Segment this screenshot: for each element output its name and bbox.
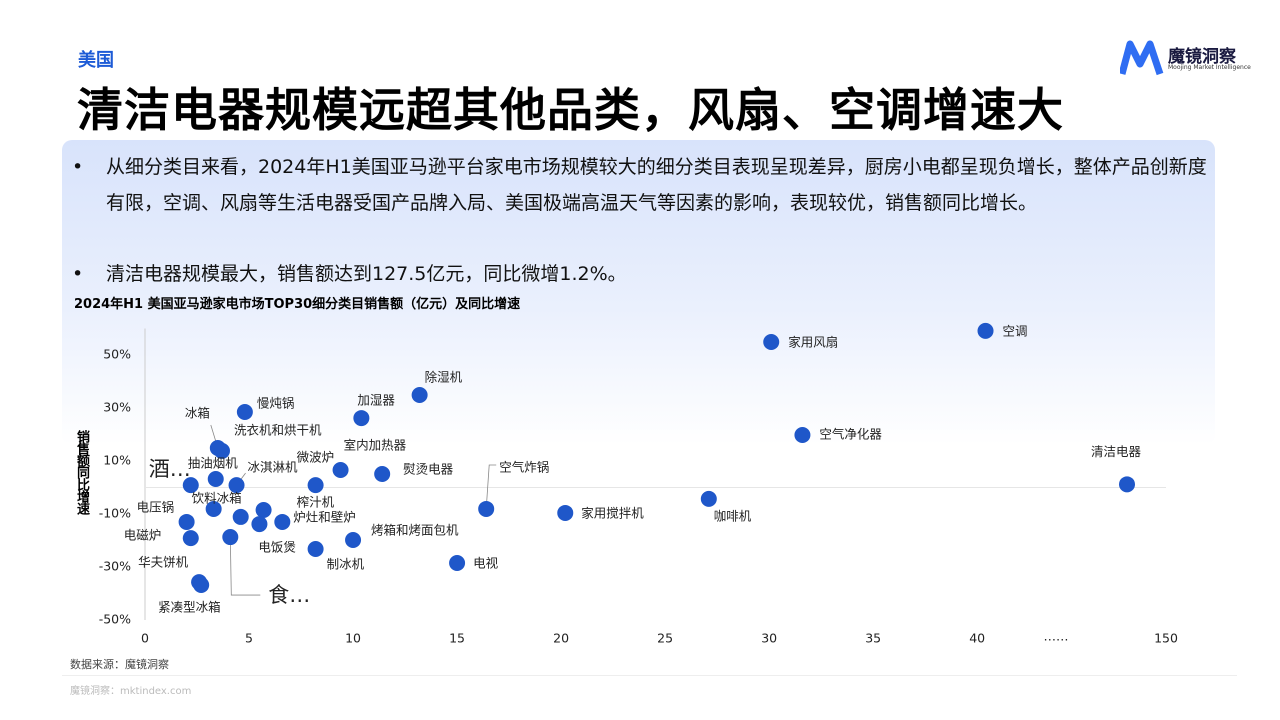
point-label: 食… [268, 583, 310, 607]
point-label: 家用风扇 [788, 335, 838, 350]
bullet: • 清洁电器规模最大，销售额达到127.5亿元，同比微增1.2%。 [72, 257, 1212, 293]
point [307, 540, 324, 557]
point-label: 电视 [473, 556, 499, 571]
leader-line [229, 537, 261, 596]
region-tag: 美国 [78, 50, 114, 71]
point-label: 电磁炉 [124, 528, 162, 543]
point [700, 490, 717, 507]
point-label: 抽油烟机 [188, 456, 239, 471]
x-tick-label: 30 [761, 631, 777, 646]
point-label: 空调 [1003, 323, 1028, 338]
leader-line [485, 464, 497, 509]
panel [62, 140, 1215, 445]
x-tick-label: 40 [969, 631, 985, 646]
y-tick-label: -30% [99, 559, 131, 574]
x-tick-label: 10 [345, 631, 361, 646]
point-label: 电压锅 [137, 499, 175, 514]
y-tick-label: 30% [103, 400, 131, 415]
y-tick-label: 10% [103, 453, 131, 468]
y-tick-label: 50% [103, 347, 131, 362]
y-tick-label: -50% [99, 612, 131, 627]
chart-title: 2024年H1 美国亚马逊家电市场TOP30细分类目销售额（亿元）及同比增速 [74, 297, 521, 312]
point [307, 477, 324, 494]
footer: 魔镜洞察：mktindex.com [70, 686, 192, 697]
point-label: 空气净化器 [819, 427, 882, 442]
point [193, 577, 210, 594]
point-label: 饮料冰箱 [192, 490, 242, 505]
point [557, 504, 574, 521]
x-tick-label: 20 [553, 631, 569, 646]
point-label: 酒… [149, 457, 191, 481]
point-label: 清洁电器 [1091, 444, 1142, 459]
bullet: • 从细分类目来看，2024年H1美国亚马逊平台家电市场规模较大的细分类目表现呈现… [72, 150, 1212, 221]
point [1119, 476, 1135, 493]
point [182, 477, 199, 494]
point [213, 442, 230, 459]
x-tick-label: 35 [865, 631, 881, 646]
point [794, 427, 811, 444]
point-label: 加湿器 [357, 393, 395, 408]
point [977, 322, 994, 339]
point [207, 471, 224, 488]
divider [62, 675, 1237, 676]
point-label: 空气炸锅 [499, 459, 549, 474]
point-label: 室内加热器 [344, 438, 407, 453]
x-tick-label: 15 [449, 631, 465, 646]
y-axis-label: 销售额同比增速 [74, 430, 89, 514]
point-label: 制冰机 [327, 556, 365, 571]
point-label: 榨汁机 [297, 495, 335, 510]
point-label: 熨烫电器 [403, 461, 454, 476]
point-label: 咖啡机 [714, 508, 752, 523]
point [182, 530, 199, 547]
logo-subtext: Moojing Market Intelligence [1168, 64, 1251, 71]
point [255, 502, 272, 519]
bullet-text: 从细分类目来看，2024年H1美国亚马逊平台家电市场规模较大的细分类目表现呈现差… [106, 156, 1207, 214]
x-tick-label: 150 [1154, 631, 1178, 646]
point [251, 516, 268, 533]
point [274, 513, 291, 530]
point-label: 家用搅拌机 [581, 505, 644, 520]
point-label: 电饭煲 [258, 540, 296, 555]
axis-break-label: …… [1044, 629, 1069, 644]
y-tick-label: -10% [99, 506, 131, 521]
point [411, 387, 428, 404]
x-tick-label: 5 [245, 631, 253, 646]
logo-text: 魔镜洞察 [1168, 47, 1236, 67]
logo-mark [1120, 40, 1164, 76]
source: 数据来源：魔镜洞察 [70, 658, 169, 671]
point [178, 513, 195, 530]
point [763, 334, 780, 351]
point-label: 洗衣机和烘干机 [234, 422, 322, 437]
point [222, 529, 239, 546]
point [332, 462, 349, 479]
point [228, 477, 245, 494]
x-tick-label: 0 [141, 631, 149, 646]
point [353, 410, 370, 427]
slide-title: 清洁电器规模远超其他品类，风扇、空调增速大 [77, 83, 1064, 137]
point [205, 500, 222, 517]
point-label: 烤箱和烤面包机 [371, 522, 459, 537]
bullet-text: 清洁电器规模最大，销售额达到127.5亿元，同比微增1.2%。 [106, 263, 627, 285]
point-label: 华夫饼机 [138, 555, 189, 570]
point-label: 除湿机 [425, 370, 463, 385]
point-label: 微波炉 [297, 450, 335, 465]
point [236, 403, 253, 420]
point-label: 紧凑型冰箱 [158, 600, 221, 615]
point [374, 465, 391, 482]
point-label: 慢炖锅 [257, 395, 295, 410]
point [478, 500, 495, 517]
point-label: 炉灶和壁炉 [293, 509, 356, 524]
x-tick-label: 25 [657, 631, 673, 646]
point-label: 冰箱 [185, 406, 210, 421]
point [232, 508, 249, 525]
point-label: 冰淇淋机 [248, 460, 299, 475]
point [449, 555, 466, 572]
point [345, 531, 362, 548]
